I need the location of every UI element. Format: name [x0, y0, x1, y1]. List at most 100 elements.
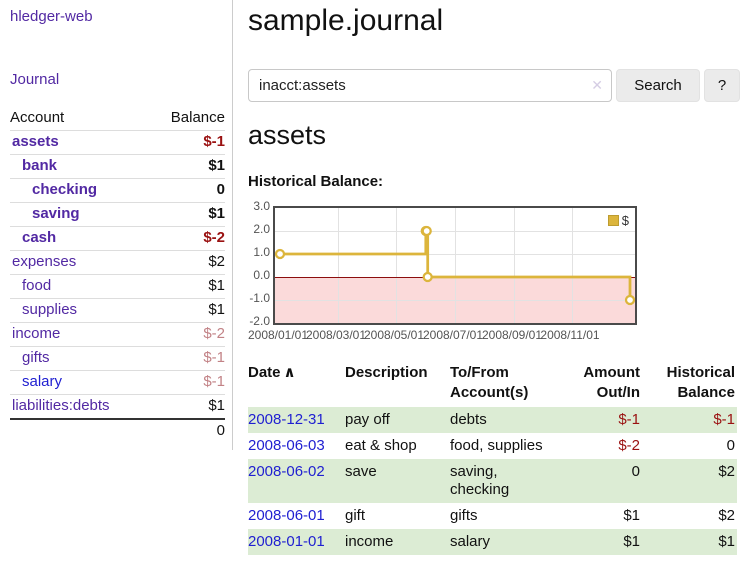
- account-row: cash $-2: [10, 226, 225, 251]
- account-balance: $1: [149, 274, 225, 299]
- register-header-tofrom: To/From Account(s): [450, 364, 529, 401]
- register-balance-cell: $-1: [713, 411, 735, 428]
- account-name-cell: cash: [10, 226, 150, 251]
- legend-swatch-icon: [607, 215, 619, 226]
- y-tick-label: 2.0: [253, 222, 270, 236]
- account-name-cell: liabilities:debts: [10, 394, 150, 419]
- transaction-date-link[interactable]: 2008-06-02: [248, 463, 325, 480]
- account-balance: $1: [149, 298, 225, 323]
- account-row: food $1: [10, 274, 225, 299]
- search-input[interactable]: [248, 69, 612, 102]
- help-button[interactable]: ?: [704, 69, 740, 102]
- transaction-date-link[interactable]: 2008-01-01: [248, 533, 325, 550]
- register-table: Date ∧ Description To/From Account(s) Amo…: [248, 359, 737, 555]
- account-link-income[interactable]: income: [12, 325, 61, 342]
- chart-legend: $: [605, 212, 631, 229]
- register-date-cell: 2008-06-03: [248, 433, 345, 459]
- register-date-cell: 2008-06-01: [248, 503, 345, 529]
- search-button[interactable]: Search: [616, 69, 700, 102]
- register-header-balance: Historical Balance: [666, 364, 735, 401]
- account-balance: $1: [149, 154, 225, 179]
- account-balance: $-2: [149, 226, 225, 251]
- accounts-table: Account Balance assets $-1 bank $1 checking 0…: [10, 106, 225, 443]
- register-description-cell: gift: [345, 507, 366, 524]
- accounts-total-spacer: [10, 418, 150, 443]
- register-accounts-cell: debts: [450, 411, 487, 428]
- account-link-supplies[interactable]: supplies: [22, 301, 78, 318]
- transaction-date-link[interactable]: 2008-06-03: [248, 437, 325, 454]
- app-title-link[interactable]: hledger-web: [10, 8, 93, 25]
- account-balance: $1: [149, 202, 225, 227]
- account-name-cell: gifts: [10, 346, 150, 371]
- account-balance: $2: [149, 250, 225, 275]
- sidebar-item-journal[interactable]: Journal: [10, 71, 60, 88]
- account-link-salary[interactable]: salary: [22, 373, 63, 390]
- account-balance: $-1: [149, 346, 225, 371]
- register-header-date[interactable]: Date ∧: [248, 359, 345, 407]
- register-header-row: Date ∧ Description To/From Account(s) Amo…: [248, 359, 737, 407]
- x-tick-label: 2008/03/01: [305, 328, 367, 342]
- register-description-cell: save: [345, 463, 377, 480]
- register-header-description: Description: [345, 364, 428, 381]
- main-content: sample.journal ✕ Search ? assets Histori…: [248, 0, 742, 582]
- account-row: liabilities:debts $1: [10, 394, 225, 419]
- account-link-liabilities-debts[interactable]: liabilities:debts: [12, 397, 110, 414]
- account-link-expenses[interactable]: expenses: [12, 253, 77, 270]
- account-row: supplies $1: [10, 298, 225, 323]
- register-row: 2008-06-03 eat & shop food, supplies $-2 0: [248, 433, 737, 459]
- account-link-cash[interactable]: cash: [22, 229, 57, 246]
- gridline-vertical: [572, 208, 573, 323]
- account-name-cell: income: [10, 322, 150, 347]
- account-link-checking[interactable]: checking: [32, 181, 98, 198]
- y-tick-label: -2.0: [249, 314, 270, 328]
- register-row: 2008-12-31 pay off debts $-1 $-1: [248, 407, 737, 433]
- register-date-cell: 2008-12-31: [248, 407, 345, 433]
- account-page-title: assets: [248, 120, 327, 150]
- gridline-vertical: [396, 208, 397, 323]
- account-link-gifts[interactable]: gifts: [22, 349, 50, 366]
- account-balance: $-1: [149, 130, 225, 155]
- accounts-total-row: 0: [10, 418, 225, 443]
- account-row: bank $1: [10, 154, 225, 179]
- y-tick-label: 1.0: [253, 245, 270, 259]
- accounts-total-value: 0: [149, 418, 225, 443]
- register-amount-cell: $-2: [618, 437, 640, 454]
- chart-heading: Historical Balance:: [248, 173, 384, 190]
- balance-line-series: [275, 225, 635, 306]
- account-name-cell: salary: [10, 370, 150, 395]
- account-link-bank[interactable]: bank: [22, 157, 58, 174]
- legend-label: $: [621, 213, 629, 228]
- register-accounts-cell: saving, checking: [450, 463, 510, 498]
- register-balance-cell: $2: [718, 507, 735, 524]
- register-accounts-cell: gifts: [450, 507, 478, 524]
- account-name-cell: food: [10, 274, 150, 299]
- register-description-cell: pay off: [345, 411, 390, 428]
- register-amount-cell: 0: [631, 463, 640, 480]
- register-date-cell: 2008-01-01: [248, 529, 345, 555]
- data-point-marker: [275, 248, 286, 260]
- data-point-marker: [422, 271, 433, 283]
- account-link-food[interactable]: food: [22, 277, 52, 294]
- register-row: 2008-06-01 gift gifts $1 $2: [248, 503, 737, 529]
- register-row: 2008-01-01 income salary $1 $1: [248, 529, 737, 555]
- register-amount-cell: $-1: [618, 411, 640, 428]
- clear-search-icon[interactable]: ✕: [591, 77, 603, 93]
- transaction-date-link[interactable]: 2008-06-01: [248, 507, 325, 524]
- x-tick-label: 2008/05/01: [363, 328, 425, 342]
- y-tick-label: 3.0: [253, 199, 270, 213]
- register-balance-cell: $2: [718, 463, 735, 480]
- account-link-assets[interactable]: assets: [12, 133, 59, 150]
- register-amount-cell: $1: [623, 507, 640, 524]
- register-amount-cell: $1: [623, 533, 640, 550]
- register-row: 2008-06-02 save saving, checking 0 $2: [248, 459, 737, 503]
- data-point-marker: [421, 225, 432, 237]
- register-accounts-cell: food, supplies: [450, 437, 543, 454]
- x-tick-label: 2008/07/01: [422, 328, 484, 342]
- transaction-date-link[interactable]: 2008-12-31: [248, 411, 325, 428]
- account-link-saving[interactable]: saving: [32, 205, 80, 222]
- y-tick-label: 0.0: [253, 268, 270, 282]
- x-tick-label: 2008/09/01: [481, 328, 543, 342]
- balance-chart: $ 3.0 2.0 1.0 0.0 -1.0 -2.0 2008/01/01 2008/03…: [248, 199, 648, 343]
- register-balance-cell: $1: [718, 533, 735, 550]
- sort-ascending-icon: ∧: [283, 364, 296, 381]
